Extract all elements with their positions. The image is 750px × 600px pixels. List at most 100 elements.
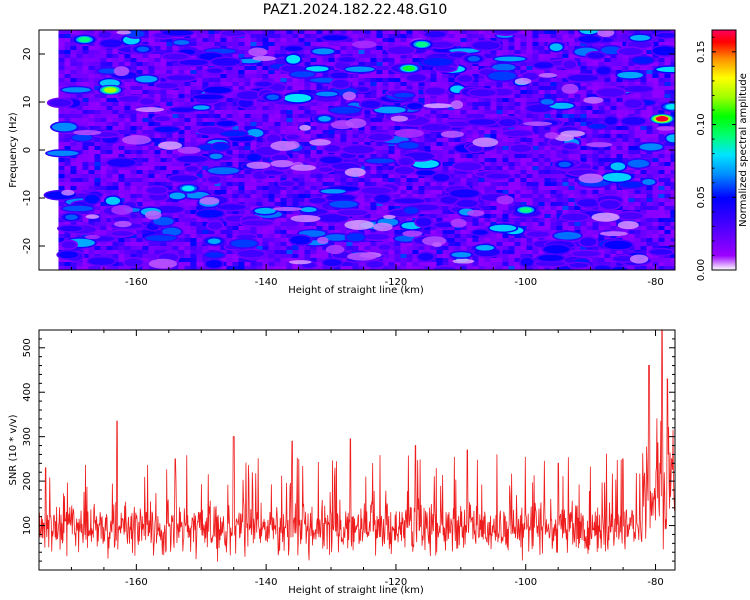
heatmap-cell [274, 110, 281, 115]
heatmap-cell [478, 50, 485, 55]
heatmap-cell [208, 114, 215, 119]
heatmap-cell [304, 170, 311, 175]
heatmap-cell [130, 214, 137, 219]
heatmap-cell [394, 254, 401, 259]
heatmap-cell [262, 166, 269, 171]
heatmap-cell [106, 222, 113, 227]
heatmap-cell [268, 218, 275, 223]
heatmap-cell [208, 42, 215, 47]
heatmap-cell [550, 186, 557, 191]
heatmap-cell [514, 202, 521, 207]
heatmap-cell [196, 178, 203, 183]
heatmap-cell [70, 222, 77, 227]
heatmap-cell [436, 194, 443, 199]
heatmap-cell [124, 190, 131, 195]
heatmap-cell [370, 70, 377, 75]
heatmap-cell [394, 182, 401, 187]
heatmap-cell [310, 134, 317, 139]
heatmap-cell [328, 54, 335, 59]
heatmap-cell [328, 66, 335, 71]
heatmap-cell [502, 182, 509, 187]
heatmap-cell [520, 202, 527, 207]
heatmap-cell [280, 238, 287, 243]
heatmap-cell [58, 182, 65, 187]
heatmap-cell [256, 246, 263, 251]
heatmap-cell [298, 198, 305, 203]
heatmap-cell [112, 190, 119, 195]
heatmap-cell [70, 58, 77, 63]
heatmap-cell [400, 174, 407, 179]
heatmap-cell [370, 30, 377, 35]
heatmap-cell [544, 174, 551, 179]
heatmap-cell [388, 238, 395, 243]
heatmap-cell [280, 246, 287, 251]
heatmap-cell [232, 186, 239, 191]
heatmap-cell [112, 166, 119, 171]
heatmap-cell [82, 266, 89, 270]
heatmap-cell [184, 82, 191, 87]
heatmap-cell [382, 74, 389, 79]
heatmap-cell [382, 170, 389, 175]
heatmap-cell [424, 94, 431, 99]
heatmap-cell [544, 38, 551, 43]
heatmap-cell [58, 70, 65, 75]
heatmap-cell [544, 218, 551, 223]
heatmap-cell [478, 34, 485, 39]
heatmap-cell [472, 218, 479, 223]
heatmap-cell [544, 138, 551, 143]
heatmap-cell [370, 90, 377, 95]
heatmap-cell [412, 34, 419, 39]
heatmap-cell [544, 206, 551, 211]
heatmap-cell [70, 146, 77, 151]
heatmap-cell [526, 158, 533, 163]
heatmap-cell [184, 234, 191, 239]
heatmap-cell [370, 206, 377, 211]
heatmap-cell [130, 166, 137, 171]
heatmap-cell [58, 90, 65, 95]
heatmap-cell [208, 206, 215, 211]
heatmap-cell [484, 218, 491, 223]
heatmap-cell [142, 154, 149, 159]
heatmap-cell [346, 134, 353, 139]
heatmap-cell [304, 202, 311, 207]
heatmap-cell [532, 162, 539, 167]
heatmap-cell [520, 106, 527, 111]
heatmap-cell [460, 170, 467, 175]
heatmap-cell [124, 182, 131, 187]
heatmap-cell [508, 126, 515, 131]
heatmap-cell [292, 82, 299, 87]
heatmap-cell [538, 202, 545, 207]
heatmap-cell [226, 126, 233, 131]
heatmap-cell [232, 46, 239, 51]
heatmap-cell [130, 90, 137, 95]
heatmap-cell [334, 102, 341, 107]
heatmap-cell [496, 106, 503, 111]
heatmap-cell [292, 78, 299, 83]
heatmap-cell [184, 102, 191, 107]
heatmap-cell [346, 30, 353, 35]
heatmap-cell [442, 254, 449, 259]
heatmap-cell [544, 146, 551, 151]
heatmap-cell [472, 110, 479, 115]
heatmap-cell [58, 258, 65, 263]
heatmap-cell [58, 234, 65, 239]
heatmap-cell [328, 182, 335, 187]
heatmap-cell [454, 58, 461, 63]
heatmap-cell [352, 50, 359, 55]
heatmap-cell [166, 90, 173, 95]
heatmap-cell [262, 254, 269, 259]
heatmap-cell [94, 66, 101, 71]
heatmap-cell [442, 82, 449, 87]
heatmap-cell [418, 246, 425, 251]
heatmap-cell [202, 230, 209, 235]
heatmap-cell [370, 46, 377, 51]
heatmap-cell [400, 54, 407, 59]
heatmap-cell [166, 246, 173, 251]
heatmap-cell [310, 170, 317, 175]
heatmap-cell [304, 134, 311, 139]
heatmap-cell [256, 42, 263, 47]
heatmap-cell [538, 154, 545, 159]
heatmap-cell [112, 106, 119, 111]
heatmap-cell [508, 214, 515, 219]
heatmap-cell [514, 50, 521, 55]
